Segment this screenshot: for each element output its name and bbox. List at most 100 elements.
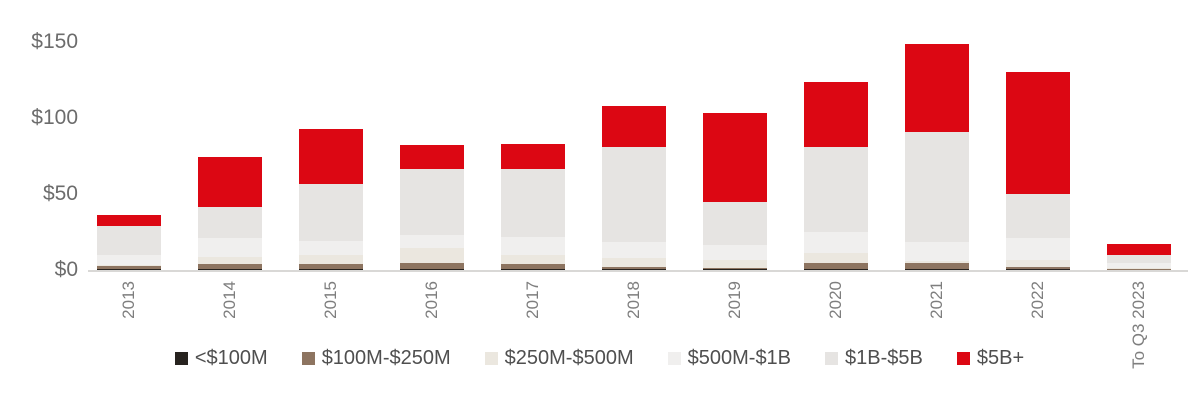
bar-segment-250m-500m: [400, 248, 464, 263]
legend-swatch: [301, 352, 315, 365]
legend-item-500m-1b: $500M-$1B: [667, 347, 792, 370]
x-axis-tick-label: 2016: [422, 281, 441, 319]
bar-segment-250m-500m: [703, 260, 767, 268]
bar-segment-500m-1b: [703, 245, 767, 261]
bar-segment-5b: [1006, 72, 1070, 194]
bar-segment-500m-1b: [1006, 238, 1070, 261]
bar-segment-500m-1b: [1107, 262, 1171, 268]
bar-segment-100m: [400, 268, 464, 270]
legend-item-1b-5b: $1B-$5B: [825, 347, 923, 370]
bar-segment-500m-1b: [198, 238, 262, 258]
legend-label: $5B+: [976, 347, 1025, 369]
bar-2013: [97, 214, 161, 270]
bar-segment-5b: [602, 106, 666, 147]
legend-swatch: [825, 352, 839, 365]
x-axis-tick-label: 2018: [624, 281, 643, 319]
bar-segment-1b-5b: [1006, 193, 1070, 239]
bar-segment-5b: [703, 112, 767, 203]
x-axis-line: [88, 270, 1188, 272]
bar-segment-1b-5b: [97, 226, 161, 256]
legend-item-100m: <$100M: [174, 347, 268, 370]
bar-segment-100m-250m: [905, 262, 969, 270]
x-axis-tick-label: 2017: [523, 281, 542, 319]
bar-segment-100m: [804, 268, 868, 270]
bar-2019: [703, 112, 767, 270]
bar-segment-5b: [905, 44, 969, 133]
bar-2015: [299, 128, 363, 270]
bar-segment-100m: [97, 268, 161, 270]
bar-segment-100m: [299, 268, 363, 270]
x-axis-tick-label: 2019: [725, 281, 744, 319]
bar-segment-5b: [804, 82, 868, 147]
bar-2016: [400, 144, 464, 270]
bar-segment-1b-5b: [198, 207, 262, 239]
bar-2021: [905, 44, 969, 270]
bar-segment-100m: [905, 269, 969, 270]
bar-segment-1b-5b: [602, 146, 666, 243]
bar-segment-5b: [97, 214, 161, 227]
bar-to-q3-2023: [1107, 244, 1171, 270]
legend-item-100m-250m: $100M-$250M: [301, 347, 451, 370]
bar-segment-100m-250m: [299, 264, 363, 269]
legend-item-250m-500m: $250M-$500M: [484, 347, 634, 370]
x-axis-tick-label: 2022: [1028, 281, 1047, 319]
bar-segment-250m-500m: [501, 255, 565, 265]
legend-label: <$100M: [194, 347, 268, 369]
bar-segment-100m-250m: [804, 262, 868, 269]
bar-segment-5b: [198, 156, 262, 208]
bar-segment-500m-1b: [97, 255, 161, 265]
bar-segment-100m-250m: [1107, 268, 1171, 270]
bar-segment-100m-250m: [602, 266, 666, 270]
bar-segment-250m-500m: [97, 264, 161, 266]
legend-label: $250M-$500M: [504, 347, 634, 369]
bar-segment-5b: [501, 143, 565, 169]
bar-segment-100m-250m: [1006, 266, 1070, 270]
x-axis-tick-label: To Q3 2023: [1129, 281, 1148, 369]
bar-segment-250m-500m: [299, 255, 363, 265]
y-axis-tick-label: $150: [31, 30, 78, 53]
bar-segment-250m-500m: [198, 257, 262, 265]
legend-item-5b: $5B+: [956, 347, 1025, 370]
bar-segment-100m-250m: [97, 265, 161, 269]
bar-segment-250m-500m: [905, 261, 969, 263]
legend: <$100M $100M-$250M $250M-$500M $500M-$1B $1B…: [0, 347, 1199, 370]
legend-label: $500M-$1B: [687, 347, 792, 369]
legend-label: $1B-$5B: [845, 347, 923, 369]
bar-segment-250m-500m: [1107, 267, 1171, 269]
bar-segment-100m-250m: [501, 264, 565, 269]
bar-segment-500m-1b: [501, 237, 565, 256]
x-axis-tick-label: 2021: [927, 281, 946, 319]
bar-segment-1b-5b: [703, 202, 767, 246]
legend-swatch: [667, 352, 681, 365]
bar-segment-250m-500m: [602, 258, 666, 267]
legend-swatch: [174, 352, 188, 365]
x-axis-tick-label: 2020: [826, 281, 845, 319]
bar-segment-100m-250m: [400, 262, 464, 269]
x-axis-tick-label: 2015: [321, 281, 340, 319]
bar-segment-1b-5b: [804, 146, 868, 233]
bar-segment-5b: [400, 144, 464, 169]
bar-segment-1b-5b: [299, 183, 363, 242]
bar-2018: [602, 106, 666, 270]
legend-swatch: [484, 352, 498, 365]
bar-segment-100m-250m: [198, 264, 262, 269]
legend-label: $100M-$250M: [321, 347, 451, 369]
bar-segment-1b-5b: [501, 168, 565, 238]
bar-segment-5b: [1107, 244, 1171, 255]
y-axis-tick-label: $50: [42, 182, 78, 205]
bar-segment-100m: [198, 268, 262, 270]
bar-segment-100m: [501, 268, 565, 270]
x-axis-tick-label: 2014: [220, 281, 239, 319]
bar-2020: [804, 82, 868, 270]
bar-segment-5b: [299, 128, 363, 184]
y-axis-tick-label: $0: [54, 258, 78, 281]
y-axis-tick-label: $100: [31, 106, 78, 129]
bar-segment-1b-5b: [905, 132, 969, 243]
bar-segment-500m-1b: [299, 241, 363, 256]
bar-segment-1b-5b: [400, 168, 464, 236]
bar-segment-1b-5b: [1107, 254, 1171, 263]
bar-segment-100m: [602, 269, 666, 270]
bar-segment-500m-1b: [602, 242, 666, 259]
bar-2017: [501, 143, 565, 270]
